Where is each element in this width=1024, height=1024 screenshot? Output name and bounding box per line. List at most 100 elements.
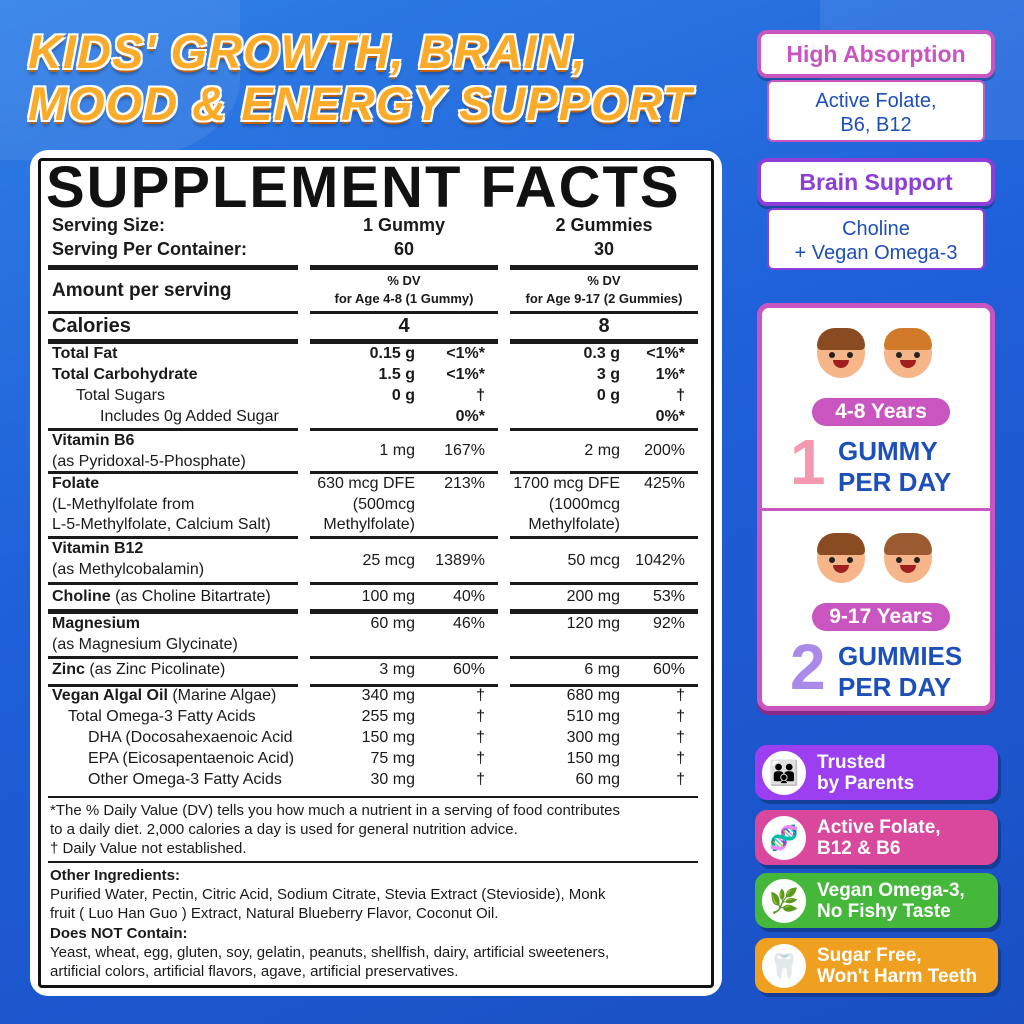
algae-icon: 🌿 xyxy=(759,876,809,926)
divider xyxy=(310,265,498,270)
daily-value-percent: 1042% xyxy=(635,552,685,569)
amount-value: 30 mg xyxy=(370,771,415,788)
kid-face-icon xyxy=(817,533,865,583)
daily-value-percent: 53% xyxy=(652,588,685,605)
daily-value-percent: <1%* xyxy=(446,345,485,362)
amount-value: 50 mcg xyxy=(567,552,620,569)
divider xyxy=(310,339,498,344)
kid-face-icon xyxy=(884,533,932,583)
amount-value: 3 mg xyxy=(379,661,415,678)
nutrient-label: Other Omega-3 Fatty Acids xyxy=(88,770,282,790)
amount-value: 300 mg xyxy=(566,729,620,746)
divider xyxy=(510,582,698,585)
amount-value: 60 mg xyxy=(370,615,415,632)
amount-value: 510 mg xyxy=(566,708,620,725)
kid-hair xyxy=(884,533,932,555)
nutrient-label: Total Omega-3 Fatty Acids xyxy=(68,707,256,727)
badge-body-line: Active Folate, xyxy=(815,90,937,112)
nutrient-label: (as Magnesium Glycinate) xyxy=(52,635,238,655)
divider xyxy=(48,339,298,344)
feature-text-line: B12 & B6 xyxy=(817,837,901,859)
col1-header: for Age 4-8 (1 Gummy) xyxy=(334,291,474,306)
daily-value-percent: † xyxy=(676,708,685,725)
kid-eye xyxy=(914,352,920,358)
other-ingredients-text: Purified Water, Pectin, Citric Acid, Sod… xyxy=(50,886,606,903)
divider xyxy=(510,684,698,687)
feature-text: Active Folate, B12 & B6 xyxy=(817,817,941,859)
daily-value-percent: 167% xyxy=(444,442,485,459)
dosage-text: PER DAY xyxy=(838,672,952,702)
per-container-label: Serving Per Container: xyxy=(52,239,248,259)
nutrient-detail: (as Zinc Picolinate) xyxy=(84,661,226,678)
feature-text-line: Sugar Free, xyxy=(817,944,922,966)
divider xyxy=(510,609,698,614)
nutrient-label: EPA (Eicosapentaenoic Acid) xyxy=(88,749,294,769)
does-not-contain-text: artificial colors, artificial flavors, a… xyxy=(50,963,459,980)
daily-value-percent: † xyxy=(476,687,485,704)
amount-value: 2 mg xyxy=(584,442,620,459)
amount-value: 255 mg xyxy=(361,708,415,725)
kid-smile xyxy=(833,565,849,573)
daily-value-percent: 200% xyxy=(644,442,685,459)
badge-body-line: Choline xyxy=(842,218,910,240)
divider xyxy=(310,311,498,314)
nutrient-name: Magnesium xyxy=(52,615,141,632)
badge-body-line: + Vegan Omega-3 xyxy=(794,242,958,264)
nutrient-detail: (L-Methylfolate from xyxy=(52,495,195,513)
kid-face-icon xyxy=(884,328,932,378)
feature-text-line: Active Folate, xyxy=(817,816,941,838)
daily-value-percent: † xyxy=(476,750,485,767)
daily-value-percent: 425% xyxy=(644,475,685,492)
amount-value: 200 mg xyxy=(566,588,620,605)
amount-value: Methylfolate) xyxy=(323,516,415,533)
amount-value: 630 mcg DFE xyxy=(317,475,415,492)
nutrient-label: Magnesium xyxy=(52,614,140,634)
daily-value-percent: 213% xyxy=(444,475,485,492)
nutrient-label: (as Pyridoxal-5-Phosphate) xyxy=(52,452,246,472)
nutrient-name: Folate xyxy=(52,475,100,492)
footnote: *The % Daily Value (DV) tells you how mu… xyxy=(50,802,620,819)
amount-value: 75 mg xyxy=(370,750,415,767)
divider xyxy=(510,656,698,659)
daily-value-percent: 0%* xyxy=(655,408,685,425)
kid-smile xyxy=(900,360,916,368)
per-container-2: 30 xyxy=(593,239,615,259)
nutrient-detail: (Marine Algae) xyxy=(167,687,277,704)
divider xyxy=(510,311,698,314)
divider xyxy=(48,796,698,798)
nutrient-label: Vitamin B12 xyxy=(52,539,143,559)
family-icon: 👪 xyxy=(759,748,809,798)
feature-badge: 👪 Trusted by Parents xyxy=(755,745,998,800)
divider xyxy=(310,582,498,585)
kid-eye xyxy=(847,557,853,563)
nutrient-label: (L-Methylfolate from xyxy=(52,495,194,515)
col1-header: % DV xyxy=(387,273,421,288)
per-container-1: 60 xyxy=(393,239,415,259)
nutrient-label: Vitamin B6 xyxy=(52,431,134,451)
amount-value: Methylfolate) xyxy=(528,516,620,533)
divider xyxy=(510,536,698,539)
amount-value: 0 g xyxy=(596,387,620,404)
daily-value-percent: † xyxy=(676,771,685,788)
daily-value-percent: 1%* xyxy=(655,366,685,383)
divider xyxy=(48,265,298,270)
amount-value: 6 mg xyxy=(584,661,620,678)
dna-icon: 🧬 xyxy=(759,813,809,863)
nutrient-name: Choline xyxy=(52,588,111,605)
nutrient-name: Vegan Algal Oil xyxy=(52,687,168,704)
daily-value-percent: <1%* xyxy=(646,345,685,362)
divider xyxy=(48,861,698,863)
calories-label: Calories xyxy=(52,315,131,337)
amount-value: 0 g xyxy=(391,387,415,404)
feature-text: Sugar Free, Won't Harm Teeth xyxy=(817,945,977,987)
nutrient-detail: Total Sugars xyxy=(76,387,165,404)
nutrient-detail: DHA (Docosahexaenoic Acid xyxy=(88,729,293,746)
badge-title: Brain Support xyxy=(757,158,995,206)
feature-text-line: by Parents xyxy=(817,772,915,794)
footnote: to a daily diet. 2,000 calories a day is… xyxy=(50,821,518,838)
nutrient-label: DHA (Docosahexaenoic Acid xyxy=(88,728,293,748)
nutrient-name: Total Carbohydrate xyxy=(52,366,198,383)
nutrient-label: Choline (as Choline Bitartrate) xyxy=(52,587,271,607)
badge-title: High Absorption xyxy=(757,30,995,78)
daily-value-percent: 46% xyxy=(452,615,485,632)
